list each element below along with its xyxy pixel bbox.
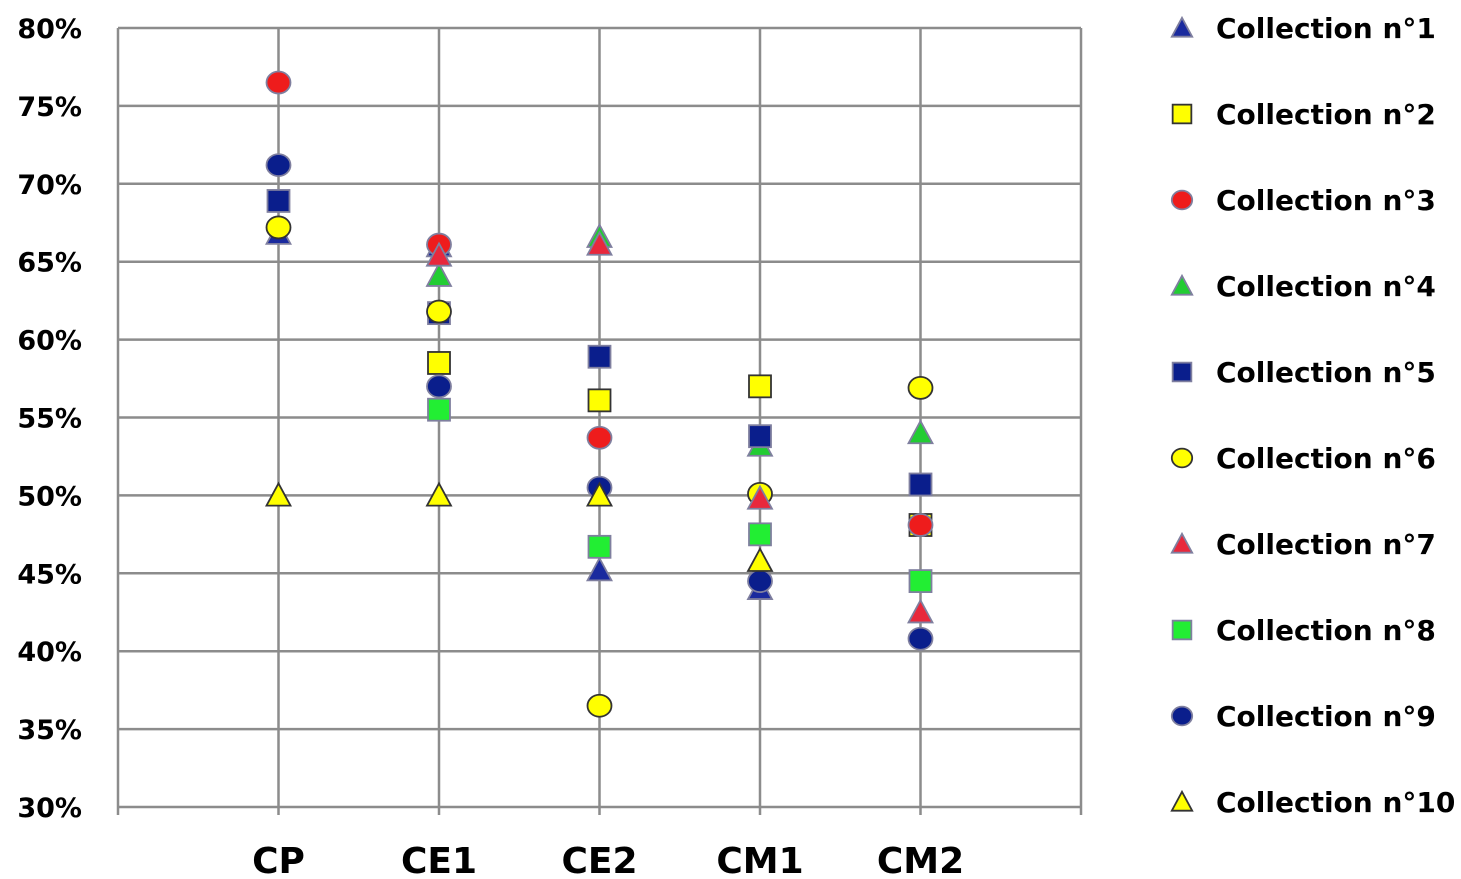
data-point bbox=[585, 230, 614, 256]
y-tick-label: 55% bbox=[17, 404, 82, 435]
data-point bbox=[425, 241, 453, 267]
y-axis-ticks: 30% 35% 40% 45% 50% 55% 60% 65% 70% 75% 80% bbox=[17, 14, 82, 824]
data-point bbox=[265, 70, 292, 95]
x-tick-label: CE1 bbox=[401, 841, 477, 879]
data-point bbox=[586, 693, 613, 718]
legend-marker bbox=[1170, 531, 1194, 554]
legend-label: Collection n°6 bbox=[1216, 442, 1436, 475]
data-point bbox=[265, 153, 292, 178]
y-tick-label: 60% bbox=[17, 326, 82, 357]
y-tick-label: 80% bbox=[17, 14, 82, 45]
y-tick-label: 45% bbox=[17, 559, 82, 590]
x-tick-label: CP bbox=[252, 841, 305, 879]
y-tick-label: 65% bbox=[17, 248, 82, 279]
legend-marker bbox=[1171, 619, 1193, 641]
data-point bbox=[425, 261, 453, 287]
data-point bbox=[907, 513, 934, 537]
legend-label: Collection n°4 bbox=[1216, 270, 1436, 303]
y-tick-label: 70% bbox=[17, 170, 82, 201]
legend-label: Collection n°2 bbox=[1216, 98, 1436, 131]
x-tick-label: CM2 bbox=[877, 841, 964, 879]
legend-marker bbox=[1170, 189, 1194, 211]
data-point bbox=[587, 344, 612, 369]
data-point bbox=[906, 419, 935, 445]
x-axis-ticks: CP CE1 CE2 CM1 CM2 bbox=[252, 841, 964, 879]
data-point bbox=[748, 424, 772, 449]
data-point bbox=[264, 481, 293, 507]
data-point bbox=[427, 397, 451, 422]
data-point bbox=[746, 484, 774, 510]
data-point bbox=[748, 374, 772, 399]
legend-label: Collection n°3 bbox=[1216, 184, 1436, 217]
data-point bbox=[907, 375, 934, 400]
legend-marker bbox=[1170, 15, 1194, 38]
y-tick-label: 35% bbox=[17, 715, 82, 746]
data-point bbox=[747, 569, 773, 593]
legend-label: Collection n°8 bbox=[1216, 614, 1436, 647]
legend-marker bbox=[1171, 103, 1193, 125]
data-point bbox=[585, 556, 614, 582]
data-point bbox=[585, 481, 614, 507]
data-point bbox=[908, 472, 933, 497]
data-point bbox=[266, 189, 291, 213]
data-point bbox=[906, 598, 935, 624]
legend-marker bbox=[1170, 447, 1194, 469]
legend: Collection n°1 Collection n°2 Collection n… bbox=[1170, 12, 1455, 819]
data-point bbox=[587, 534, 612, 559]
data-point bbox=[748, 522, 772, 547]
data-point bbox=[908, 569, 933, 593]
y-tick-label: 30% bbox=[17, 793, 82, 824]
data-point bbox=[907, 626, 934, 651]
x-tick-label: CM1 bbox=[716, 841, 803, 879]
legend-label: Collection n°10 bbox=[1216, 786, 1455, 819]
data-point bbox=[265, 215, 292, 240]
data-point bbox=[426, 299, 452, 324]
legend-marker bbox=[1170, 789, 1194, 812]
legend-label: Collection n°7 bbox=[1216, 528, 1436, 561]
legend-label: Collection n°9 bbox=[1216, 700, 1436, 733]
y-tick-label: 50% bbox=[17, 481, 82, 512]
legend-label: Collection n°5 bbox=[1216, 356, 1436, 389]
data-point bbox=[586, 425, 613, 450]
data-point bbox=[746, 546, 774, 572]
data-points bbox=[264, 70, 935, 718]
legend-label: Collection n°1 bbox=[1216, 12, 1436, 45]
data-point bbox=[587, 388, 612, 413]
x-tick-label: CE2 bbox=[561, 841, 637, 879]
data-point bbox=[427, 351, 451, 375]
legend-marker bbox=[1171, 361, 1193, 383]
legend-marker bbox=[1170, 705, 1194, 727]
data-point bbox=[425, 481, 453, 507]
data-point bbox=[426, 374, 452, 399]
y-tick-label: 40% bbox=[17, 637, 82, 668]
y-tick-label: 75% bbox=[17, 92, 82, 123]
legend-marker bbox=[1170, 273, 1194, 296]
